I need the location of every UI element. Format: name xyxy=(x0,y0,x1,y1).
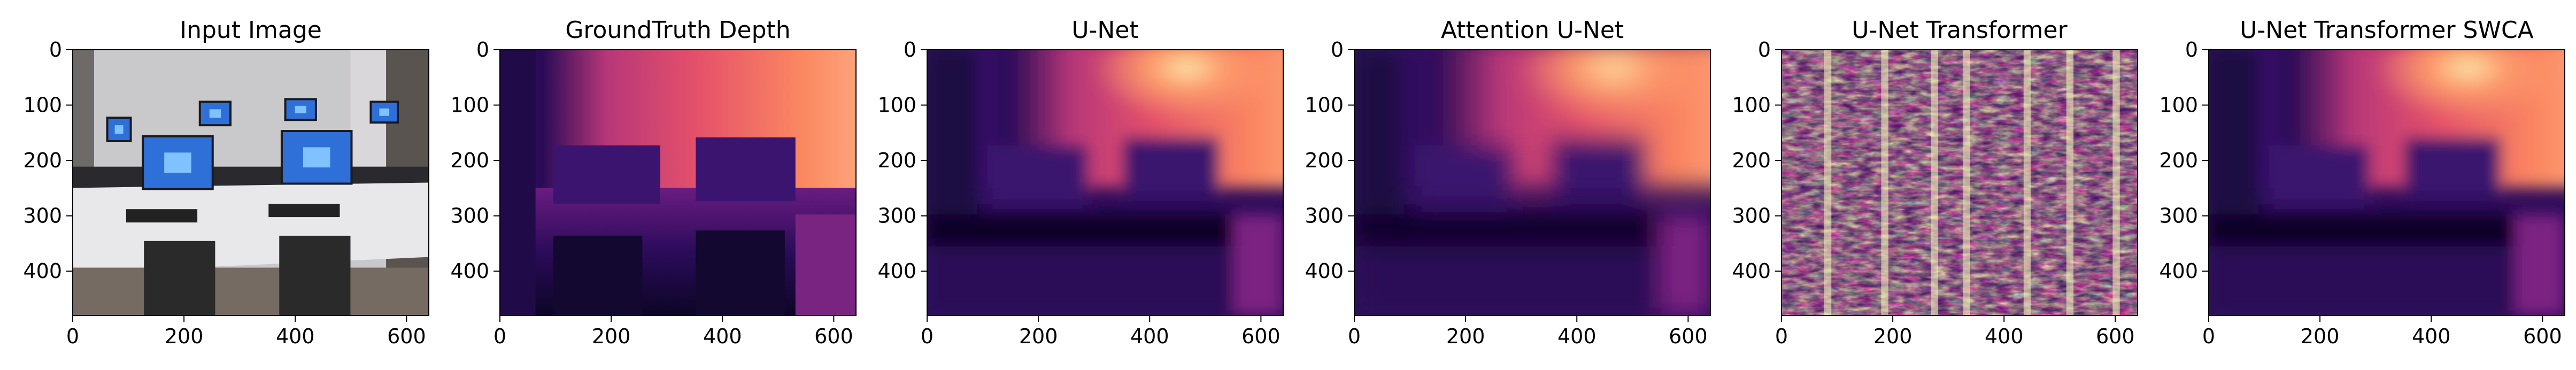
x-tick-label: 200 xyxy=(1446,325,1485,348)
y-tick-label: 300 xyxy=(877,204,916,228)
y-tick-label: 400 xyxy=(2159,259,2198,283)
panel-frame xyxy=(927,49,1284,316)
panel-image xyxy=(500,50,856,315)
y-tick-label: 100 xyxy=(450,94,489,117)
panel-frame xyxy=(1781,49,2138,316)
y-tick-label: 200 xyxy=(2159,149,2198,172)
panel: U-Net 0 200 400 600 0 100 200 300 400 xyxy=(877,17,1284,348)
panel-title: U-Net Transformer SWCA xyxy=(2240,17,2534,44)
y-tick-label: 200 xyxy=(1732,149,1771,172)
x-tick-label: 400 xyxy=(1557,325,1596,348)
x-tick-label: 200 xyxy=(2301,325,2340,348)
y-tick-label: 300 xyxy=(450,204,489,228)
y-tick-label: 100 xyxy=(23,94,62,117)
panel-title: Attention U-Net xyxy=(1441,17,1624,44)
y-tick-label: 100 xyxy=(877,94,916,117)
panel-frame xyxy=(499,49,857,316)
panel-image xyxy=(1354,50,1710,315)
panel-image xyxy=(927,50,1283,315)
x-tick-label: 600 xyxy=(2523,325,2562,348)
panel: U-Net Transformer SWCA 0 200 400 600 0 100 200 3… xyxy=(2159,17,2565,348)
x-tick-label: 400 xyxy=(2412,325,2451,348)
panel: GroundTruth Depth 0 200 400 600 0 100 200 300 400 xyxy=(450,17,857,348)
panel: Input Image 0 200 400 600 0 100 200 300 400 xyxy=(23,17,429,348)
x-tick-label: 0 xyxy=(1348,325,1361,348)
x-tick-label: 0 xyxy=(1775,325,1788,348)
y-tick-label: 400 xyxy=(1732,259,1771,283)
y-tick-label: 200 xyxy=(23,149,62,172)
y-tick-label: 100 xyxy=(1732,94,1771,117)
panel-image xyxy=(73,50,429,315)
y-tick-label: 200 xyxy=(877,149,916,172)
y-tick-label: 100 xyxy=(2159,94,2198,117)
x-tick-label: 200 xyxy=(1019,325,1058,348)
x-tick-label: 600 xyxy=(387,325,426,348)
y-tick-label: 200 xyxy=(450,149,489,172)
y-tick-label: 300 xyxy=(1305,204,1344,228)
x-tick-label: 400 xyxy=(276,325,315,348)
y-tick-label: 400 xyxy=(450,259,489,283)
y-tick-label: 400 xyxy=(1305,259,1344,283)
panel-title: U-Net Transformer xyxy=(1852,17,2068,44)
x-tick-label: 600 xyxy=(1241,325,1281,348)
y-tick-label: 0 xyxy=(1758,38,1771,61)
y-tick-label: 0 xyxy=(904,38,916,61)
x-tick-label: 600 xyxy=(1669,325,1708,348)
y-tick-label: 400 xyxy=(23,259,62,283)
x-tick-label: 200 xyxy=(165,325,204,348)
panel-frame xyxy=(2208,49,2565,316)
panel-image xyxy=(1781,50,2138,315)
y-tick-label: 400 xyxy=(877,259,916,283)
panel-title: U-Net xyxy=(1071,17,1138,44)
x-tick-label: 0 xyxy=(66,325,79,348)
y-tick-label: 0 xyxy=(476,38,489,61)
y-tick-label: 300 xyxy=(2159,204,2198,228)
y-tick-label: 100 xyxy=(1305,94,1344,117)
y-tick-label: 0 xyxy=(2185,38,2198,61)
panel-frame xyxy=(72,49,429,316)
x-tick-label: 200 xyxy=(1873,325,1912,348)
x-tick-label: 400 xyxy=(1130,325,1169,348)
panel-title: Input Image xyxy=(180,17,322,44)
x-tick-label: 600 xyxy=(2096,325,2135,348)
panel-image xyxy=(2209,50,2565,315)
y-tick-label: 200 xyxy=(1305,149,1344,172)
y-tick-label: 300 xyxy=(23,204,62,228)
x-tick-label: 0 xyxy=(493,325,506,348)
panel-title: GroundTruth Depth xyxy=(565,17,790,44)
y-tick-label: 0 xyxy=(49,38,62,61)
x-tick-label: 400 xyxy=(703,325,742,348)
y-tick-label: 300 xyxy=(1732,204,1771,228)
y-tick-label: 0 xyxy=(1331,38,1344,61)
x-tick-label: 400 xyxy=(1985,325,2024,348)
panel: U-Net Transformer 0 200 400 600 0 100 200 300 400 xyxy=(1732,17,2138,348)
panel: Attention U-Net 0 200 400 600 0 100 200 300 400 xyxy=(1305,17,1711,348)
x-tick-label: 200 xyxy=(592,325,631,348)
x-tick-label: 600 xyxy=(814,325,853,348)
x-tick-label: 0 xyxy=(921,325,934,348)
panel-frame xyxy=(1354,49,1711,316)
x-tick-label: 0 xyxy=(2202,325,2215,348)
